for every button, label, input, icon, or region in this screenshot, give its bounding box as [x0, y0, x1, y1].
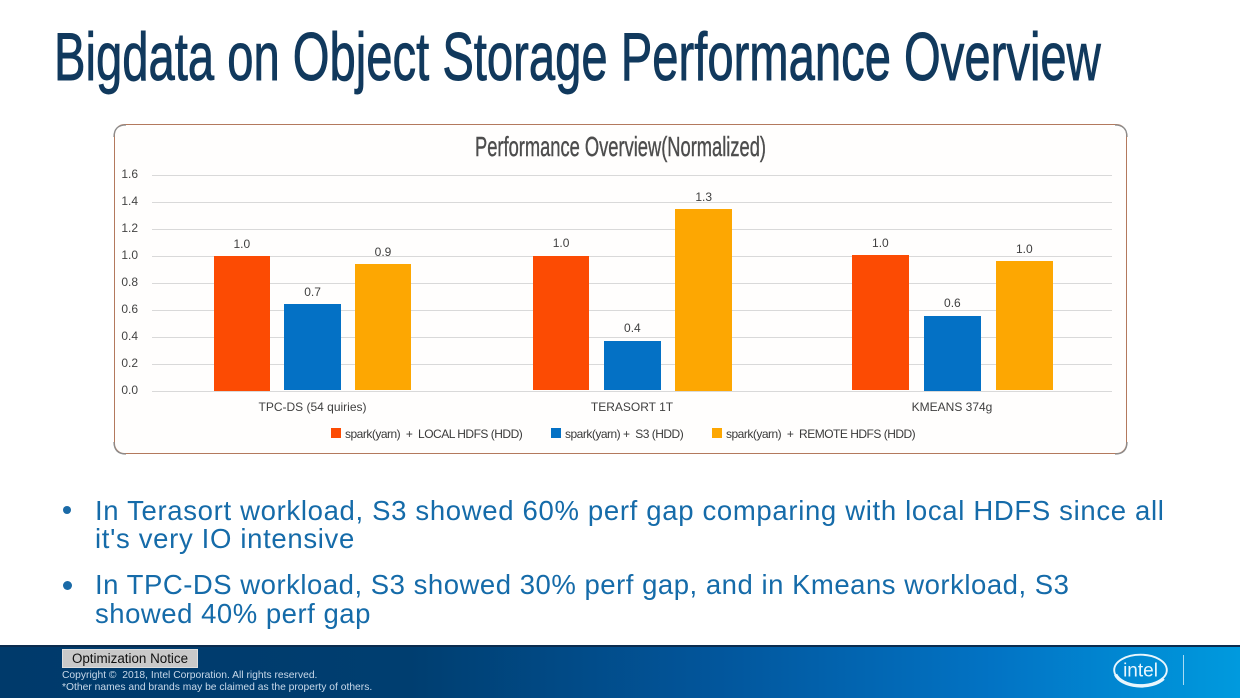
- svg-text:intel: intel: [1123, 661, 1158, 682]
